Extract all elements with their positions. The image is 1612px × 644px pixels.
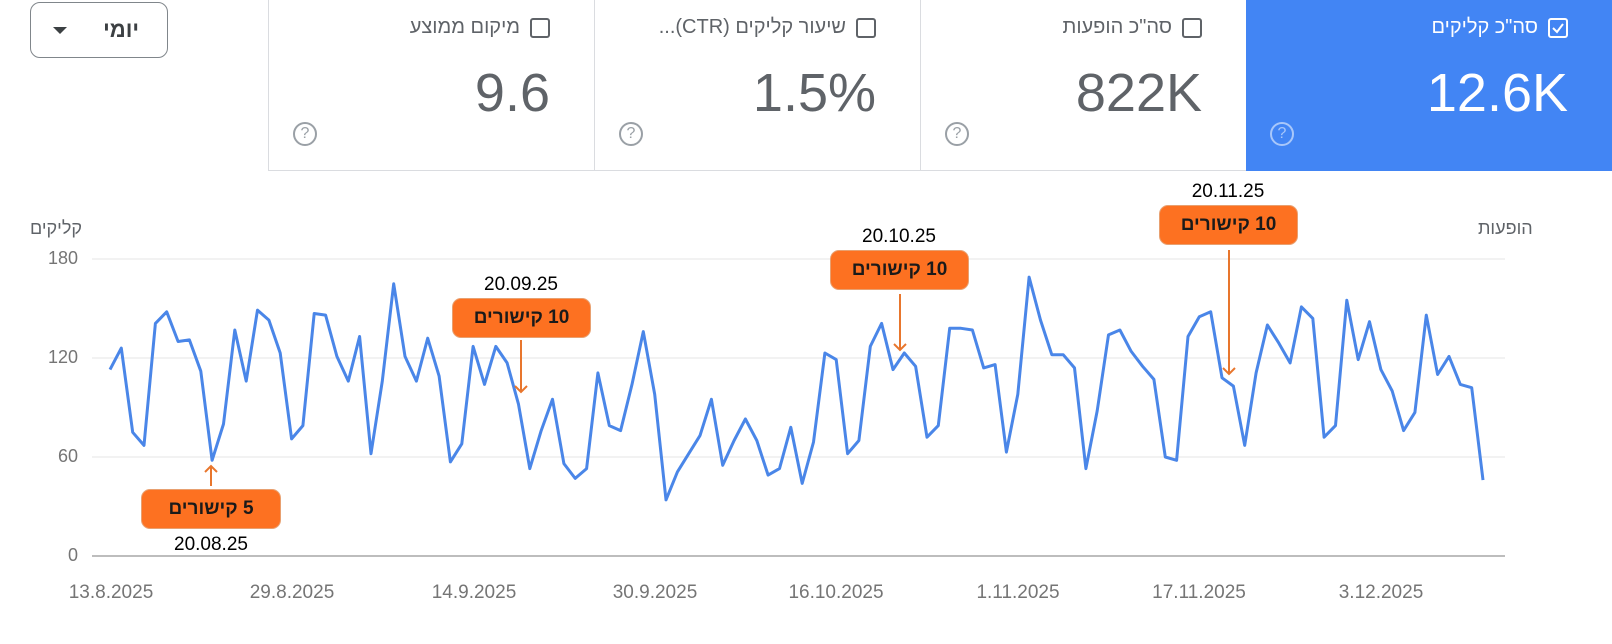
annotation-date: 20.10.25 xyxy=(862,226,936,247)
help-icon[interactable]: ? xyxy=(619,122,643,146)
metric-card-ctr[interactable]: שיעור קליקים (CTR)... 1.5% ? xyxy=(594,0,920,171)
clicks-series-line xyxy=(108,275,1485,502)
x-tick: 14.9.2025 xyxy=(431,582,517,603)
metric-value: 9.6 xyxy=(474,63,550,123)
check-icon xyxy=(1552,22,1564,34)
annotation-badge: 5 קישורים xyxy=(141,489,281,529)
metric-label: מיקום ממוצע xyxy=(409,16,520,38)
y-tick: 0 xyxy=(67,545,78,565)
period-label: יומי xyxy=(103,17,139,42)
metric-card-impressions[interactable]: סה"כ הופעות 822K ? xyxy=(920,0,1246,171)
x-tick: 16.10.2025 xyxy=(788,582,884,603)
chevron-down-icon xyxy=(53,26,67,34)
annotation-badge: 10 קישורים xyxy=(1159,205,1298,245)
x-tick: 17.11.2025 xyxy=(1152,582,1246,603)
metric-label: סה"כ קליקים xyxy=(1431,16,1539,38)
y-tick: 180 xyxy=(47,248,78,268)
x-tick: 13.8.2025 xyxy=(68,582,154,603)
annotation-date: 20.09.25 xyxy=(484,274,558,295)
metric-value: 12.6K xyxy=(1426,63,1568,123)
x-tick: 3.12.2025 xyxy=(1338,582,1424,603)
y-axis-title-right: הופעות xyxy=(1478,218,1533,238)
help-icon[interactable]: ? xyxy=(1270,122,1294,146)
annotation-badge: 10 קישורים xyxy=(830,250,969,290)
y-axis-title-left: קליקים xyxy=(30,218,82,238)
x-tick: 1.11.2025 xyxy=(976,582,1060,603)
period-dropdown[interactable]: יומי xyxy=(30,2,168,58)
metric-card-avg-position[interactable]: מיקום ממוצע 9.6 ? xyxy=(268,0,594,171)
help-icon[interactable]: ? xyxy=(945,122,969,146)
checkbox-avg-position[interactable] xyxy=(530,17,550,38)
metric-card-clicks[interactable]: סה"כ קליקים 12.6K ? xyxy=(1246,0,1612,171)
x-tick: 29.8.2025 xyxy=(249,582,335,603)
checkbox-ctr[interactable] xyxy=(856,17,876,38)
annotation-date: 20.08.25 xyxy=(174,534,248,555)
metric-value: 822K xyxy=(1075,63,1202,123)
checkbox-impressions[interactable] xyxy=(1182,17,1202,38)
help-icon[interactable]: ? xyxy=(293,122,317,146)
metric-value: 1.5% xyxy=(752,63,876,123)
metric-label: שיעור קליקים (CTR)... xyxy=(658,16,846,38)
checkbox-clicks-checked[interactable] xyxy=(1548,17,1568,38)
metric-label: סה"כ הופעות xyxy=(1062,16,1172,38)
y-tick: 120 xyxy=(47,347,78,367)
gridlines xyxy=(92,258,1505,557)
annotation-badge: 10 קישורים xyxy=(452,298,591,338)
annotation-date: 20.11.25 xyxy=(1191,181,1265,202)
annotation-arrows xyxy=(204,250,1236,486)
x-tick: 30.9.2025 xyxy=(612,582,698,603)
metric-cards: מיקום ממוצע 9.6 ? שיעור קליקים (CTR)... … xyxy=(268,0,1612,171)
y-tick: 60 xyxy=(57,446,78,466)
